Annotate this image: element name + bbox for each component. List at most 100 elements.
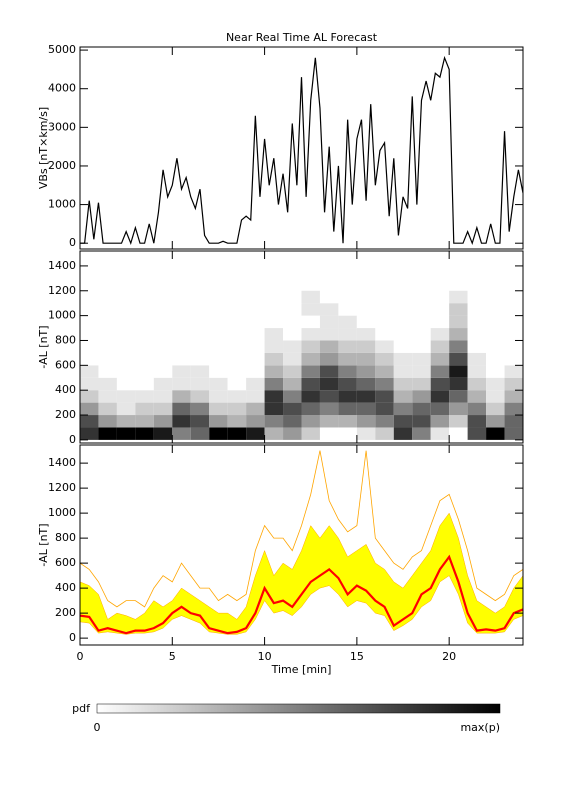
heat-cell (504, 365, 523, 378)
heat-cell (227, 415, 247, 428)
heat-cell (283, 415, 302, 428)
heat-cell (319, 328, 339, 341)
y-tick-label: 2000 (48, 159, 76, 172)
heat-cell (375, 402, 394, 416)
heat-cell (190, 352, 210, 366)
heat-cell (467, 303, 487, 316)
heat-cell (172, 352, 191, 366)
panel-frame (79, 250, 524, 444)
heat-cell (375, 340, 394, 353)
heat-cell (375, 427, 394, 440)
y-tick-label: 800 (55, 531, 76, 544)
heat-cell (430, 290, 450, 304)
heat-cell (486, 427, 505, 440)
heat-cell (98, 427, 117, 440)
heat-cell (449, 328, 468, 341)
heat-cell (209, 365, 228, 378)
heat-cell (227, 328, 247, 341)
heat-cell (338, 328, 357, 341)
heat-cell (153, 340, 173, 353)
heat-cell (301, 427, 320, 440)
heat-cell (172, 377, 191, 391)
heat-cell (412, 402, 431, 416)
heat-cell (486, 290, 505, 304)
y-tick-label: 1400 (48, 456, 76, 469)
heat-cell (467, 390, 487, 403)
heat-cell (283, 328, 302, 341)
heat-cell (486, 377, 505, 391)
y-tick-label: 5000 (48, 43, 76, 56)
heat-cell (375, 415, 394, 428)
heat-cell (80, 377, 99, 391)
heat-cell (246, 402, 265, 416)
y-tick-label: 1400 (48, 259, 76, 272)
heat-cell (153, 427, 173, 440)
heat-cell (319, 415, 339, 428)
heat-cell (116, 303, 136, 316)
heat-cell (98, 352, 117, 366)
heat-cell (356, 340, 376, 353)
heat-cell (486, 303, 505, 316)
heat-cell (319, 390, 339, 403)
heat-cell (209, 303, 228, 316)
y-tick-label: 3000 (48, 120, 76, 133)
heat-cell (375, 365, 394, 378)
y-tick-label: 0 (69, 433, 76, 446)
heat-cell (375, 352, 394, 366)
x-tick-label: 5 (169, 650, 176, 663)
heat-cell (80, 315, 99, 329)
heat-cell (338, 390, 357, 403)
heat-cell (116, 352, 136, 366)
heat-cell (80, 340, 99, 353)
heat-cell (283, 402, 302, 416)
y-tick-label: 400 (55, 383, 76, 396)
heat-cell (467, 402, 487, 416)
heat-cell (209, 352, 228, 366)
heat-cell (209, 328, 228, 341)
heat-cell (116, 365, 136, 378)
heat-cell (467, 365, 487, 378)
heat-cell (393, 377, 413, 391)
heat-cell (504, 340, 523, 353)
heat-cell (449, 377, 468, 391)
heat-cell (135, 352, 154, 366)
heat-cell (209, 402, 228, 416)
x-axis-label: Time [min] (271, 663, 332, 676)
heat-cell (80, 352, 99, 366)
y-tick-label: 200 (55, 606, 76, 619)
heat-cell (227, 303, 247, 316)
heat-cell (486, 315, 505, 329)
heat-cell (172, 415, 191, 428)
heat-cell (467, 328, 487, 341)
heat-cell (264, 352, 284, 366)
heat-cell (80, 390, 99, 403)
heat-cell (98, 390, 117, 403)
heat-cell (467, 315, 487, 329)
chart-title: Near Real Time AL Forecast (226, 31, 378, 44)
heat-cell (301, 290, 320, 304)
heat-cell (135, 402, 154, 416)
heat-cell (430, 402, 450, 416)
heat-cell (246, 290, 265, 304)
heat-cell (393, 352, 413, 366)
heat-cell (486, 352, 505, 366)
heat-cell (264, 377, 284, 391)
heat-cell (283, 352, 302, 366)
y-tick-label: 800 (55, 333, 76, 346)
heat-cell (301, 315, 320, 329)
heat-cell (172, 427, 191, 440)
heat-cell (98, 328, 117, 341)
heat-cell (172, 402, 191, 416)
heat-cell (264, 415, 284, 428)
heat-cell (135, 427, 154, 440)
heat-cell (116, 377, 136, 391)
heat-cell (227, 365, 247, 378)
heat-cell (449, 290, 468, 304)
heat-cell (319, 315, 339, 329)
heat-cell (430, 328, 450, 341)
heat-cell (319, 290, 339, 304)
heat-cell (356, 328, 376, 341)
heat-cell (449, 427, 468, 440)
heat-cell (393, 365, 413, 378)
